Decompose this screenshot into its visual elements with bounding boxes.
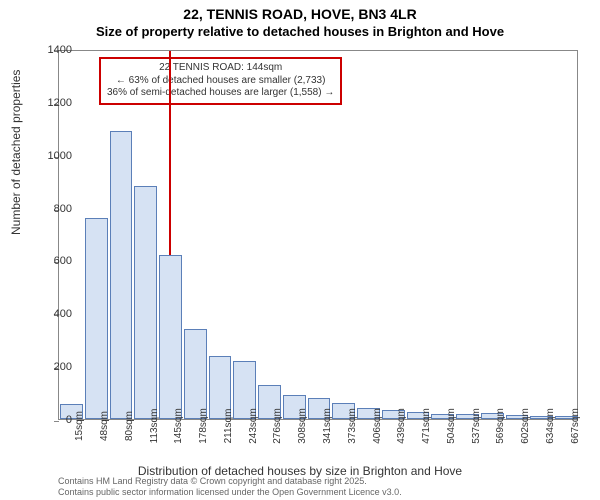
footer-line-1: Contains HM Land Registry data © Crown c… (58, 476, 402, 487)
y-axis-title: Number of detached properties (9, 70, 23, 235)
x-tick-label: 113sqm (149, 409, 160, 444)
annotation-line-1: 22 TENNIS ROAD: 144sqm (107, 62, 334, 75)
annotation-line-2: ← 63% of detached houses are smaller (2,… (107, 75, 334, 88)
x-tick-label: 406sqm (372, 408, 383, 444)
x-tick-label: 634sqm (545, 408, 556, 444)
x-tick-label: 80sqm (124, 411, 135, 441)
histogram-bar (85, 218, 108, 419)
y-tick-label: 1200 (48, 97, 72, 109)
x-tick-label: 15sqm (74, 411, 85, 441)
header: 22, TENNIS ROAD, HOVE, BN3 4LR Size of p… (0, 0, 600, 39)
annotation-line-3: 36% of semi-detached houses are larger (… (107, 87, 334, 100)
x-tick-label: 537sqm (471, 408, 482, 444)
footer-line-2: Contains public sector information licen… (58, 487, 402, 498)
y-tick-label: 400 (54, 308, 72, 320)
x-tick-label: 48sqm (99, 411, 110, 441)
y-tick-label: 600 (54, 255, 72, 267)
y-tick-label: 800 (54, 203, 72, 215)
y-tick (54, 421, 59, 422)
y-tick-label: 200 (54, 361, 72, 373)
y-tick-label: 1000 (48, 150, 72, 162)
x-tick-label: 243sqm (248, 408, 259, 444)
x-tick-label: 341sqm (322, 408, 333, 444)
histogram-bar (110, 131, 133, 419)
x-tick-label: 569sqm (495, 408, 506, 444)
y-tick-label: 1400 (48, 44, 72, 56)
page-title: 22, TENNIS ROAD, HOVE, BN3 4LR (0, 6, 600, 22)
x-tick-label: 373sqm (347, 408, 358, 444)
x-tick-label: 145sqm (173, 408, 184, 444)
x-tick-label: 211sqm (223, 409, 234, 444)
x-tick-label: 178sqm (198, 408, 209, 444)
x-tick-label: 667sqm (570, 408, 581, 444)
annotation-box: 22 TENNIS ROAD: 144sqm ← 63% of detached… (99, 57, 342, 105)
x-tick-label: 602sqm (520, 408, 531, 444)
footer: Contains HM Land Registry data © Crown c… (58, 476, 402, 498)
x-tick-label: 504sqm (446, 408, 457, 444)
x-tick-label: 471sqm (421, 408, 432, 444)
histogram-bar (159, 255, 182, 419)
page-subtitle: Size of property relative to detached ho… (0, 24, 600, 39)
histogram-bar (184, 329, 207, 419)
x-tick-label: 308sqm (297, 408, 308, 444)
histogram-chart: 22 TENNIS ROAD: 144sqm ← 63% of detached… (58, 50, 578, 420)
x-tick-label: 439sqm (396, 408, 407, 444)
histogram-bar (134, 186, 157, 419)
y-tick-label: 0 (66, 414, 72, 426)
x-tick-label: 276sqm (272, 408, 283, 444)
